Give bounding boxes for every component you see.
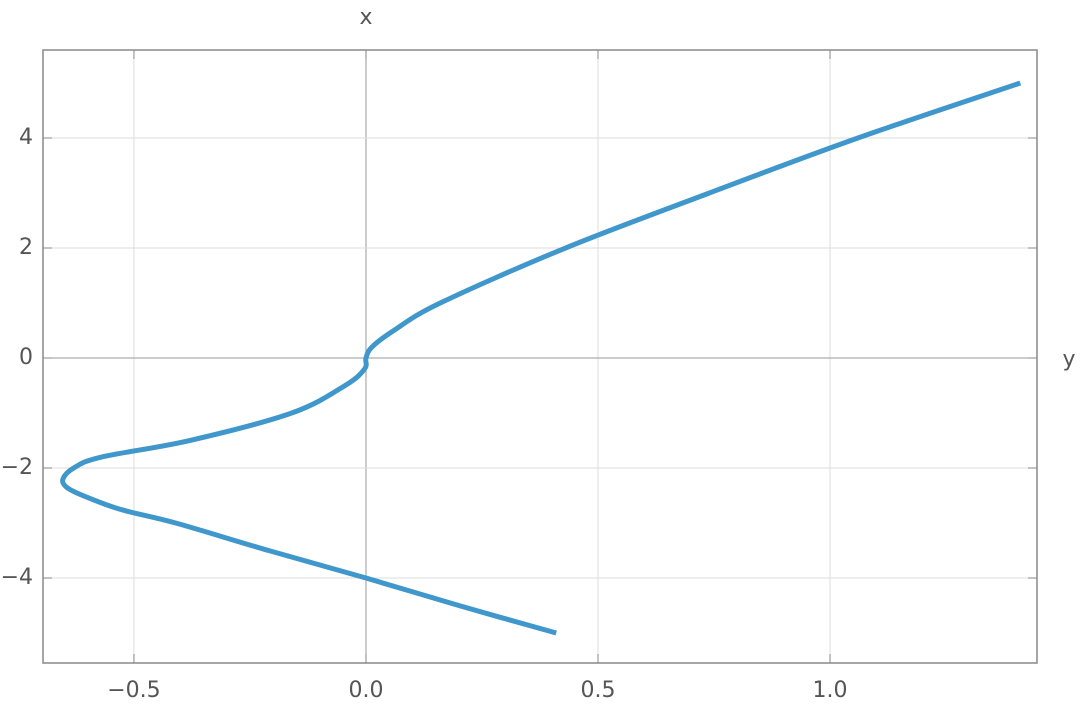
y-tick-label: 2 <box>19 235 33 260</box>
plot-frame <box>42 49 1038 664</box>
x-tick-label: 1.0 <box>813 678 848 703</box>
y-tick-label: 0 <box>19 345 33 370</box>
x-axis-label: x <box>359 5 372 30</box>
y-tick-label: −2 <box>1 455 33 480</box>
y-tick-label: −4 <box>1 565 33 590</box>
y-tick-label: 4 <box>19 125 33 150</box>
curve <box>60 80 1022 636</box>
x-tick-label: 0.5 <box>581 678 616 703</box>
x-tick-label: −0.5 <box>107 678 160 703</box>
x-tick-label: 0.0 <box>348 678 383 703</box>
y-axis-label: y <box>1062 347 1075 372</box>
